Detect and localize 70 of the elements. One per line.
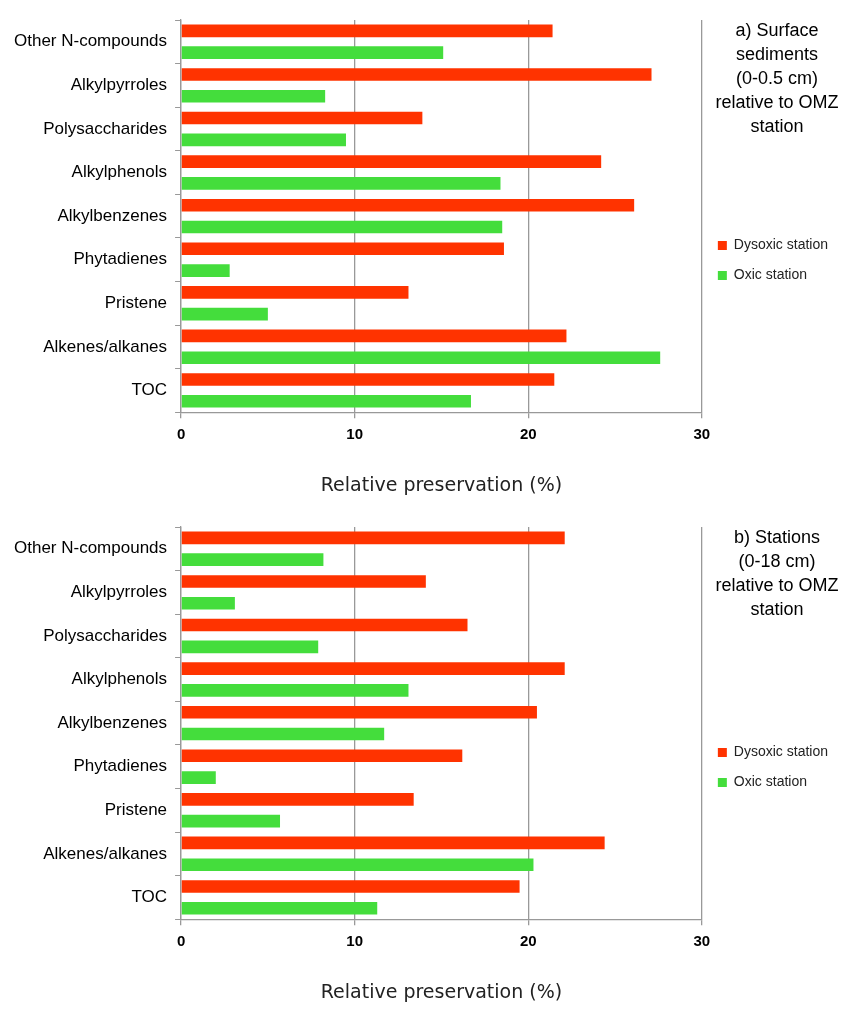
y-tick-label: Polysaccharides	[43, 118, 168, 138]
bar	[181, 836, 605, 850]
y-tick-label: Phytadienes	[73, 756, 168, 776]
bar	[181, 329, 567, 343]
y-tick-label: Polysaccharides	[43, 625, 168, 645]
y-tick-label: Alkylpyrroles	[70, 75, 168, 95]
text: a) Surface sediments (0-0.5 cm) relative to OMZ station	[715, 19, 839, 136]
legend-label: Oxic station	[733, 773, 807, 790]
y-tick-label: Phytadienes	[73, 249, 168, 269]
y-tick-label: TOC	[131, 380, 168, 400]
y-tick-label: Alkylbenzenes	[57, 712, 168, 732]
y-tick-label: TOC	[131, 887, 168, 907]
bar	[181, 596, 235, 610]
bar	[181, 880, 520, 893]
y-tick-label: Alkenes/alkanes	[43, 843, 168, 863]
bar	[181, 684, 409, 697]
y-tick-label: Other N-compounds	[13, 538, 168, 558]
bar	[181, 242, 504, 256]
bar	[181, 662, 565, 675]
bar	[181, 705, 537, 719]
bar	[181, 793, 414, 806]
bar	[181, 858, 534, 872]
bar	[181, 575, 426, 588]
bar	[181, 394, 471, 408]
y-tick-label: Alkylbenzenes	[57, 205, 168, 225]
x-tick-label: 30	[693, 932, 711, 950]
bar	[181, 531, 565, 545]
y-tick-label: Other N-compounds	[13, 31, 168, 51]
x-axis-title: Relative preservation (%)	[320, 979, 563, 1002]
bar	[181, 198, 635, 212]
y-tick-label: Alkylpyrroles	[70, 582, 168, 602]
x-tick-label: 10	[346, 932, 364, 950]
x-axis-title: Relative preservation (%)	[320, 472, 563, 495]
bar	[181, 111, 423, 125]
bar	[181, 618, 468, 632]
bar	[181, 351, 661, 365]
bar	[181, 68, 652, 81]
y-tick-label: Alkylphenols	[71, 669, 168, 689]
bar	[181, 640, 319, 654]
legend-label: Dysoxic station	[733, 236, 829, 253]
bar	[181, 307, 268, 321]
bar	[181, 814, 281, 828]
x-tick-label: 0	[176, 932, 186, 950]
bar	[181, 264, 230, 277]
bar	[181, 727, 385, 741]
bar	[181, 89, 326, 103]
text: b) Stations (0-18 cm) relative to OMZ station	[715, 526, 839, 619]
bar	[181, 286, 409, 299]
x-tick-label: 20	[519, 932, 537, 950]
legend-label: Dysoxic station	[733, 743, 829, 760]
bar	[181, 220, 503, 234]
y-tick-label: Pristene	[104, 799, 168, 819]
x-tick-label: 30	[693, 425, 711, 443]
bar	[181, 901, 378, 915]
x-tick-label: 0	[176, 425, 186, 443]
bar	[181, 24, 553, 38]
x-tick-label: 20	[519, 425, 537, 443]
bar	[181, 553, 324, 566]
legend-label: Oxic station	[733, 266, 807, 283]
bar	[181, 46, 444, 59]
bar	[181, 177, 501, 190]
x-tick-label: 10	[346, 425, 364, 443]
bar	[181, 133, 346, 147]
bar	[181, 771, 216, 784]
y-tick-label: Pristene	[104, 292, 168, 312]
bar	[181, 749, 463, 763]
y-tick-label: Alkylphenols	[71, 162, 168, 182]
y-tick-label: Alkenes/alkanes	[43, 336, 168, 356]
bar	[181, 155, 602, 168]
bar	[181, 373, 555, 386]
